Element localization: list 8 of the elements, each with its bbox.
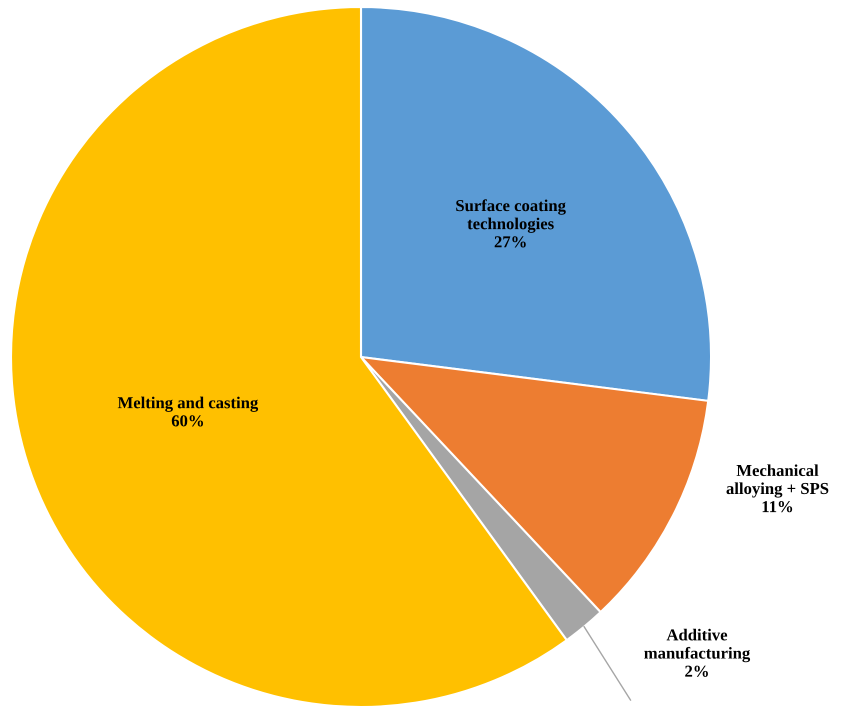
slice-label: Surface coating technologies (456, 199, 566, 233)
data-label: 60% (172, 415, 204, 427)
slice-label: Mechanical alloying + SPS (726, 464, 828, 498)
data-label: 11% (762, 500, 792, 512)
slice-label: Melting and casting (118, 396, 258, 412)
data-label: 27% (494, 236, 526, 248)
data-label: 2% (685, 666, 708, 677)
slice-label: Additive manufacturing (644, 628, 750, 662)
